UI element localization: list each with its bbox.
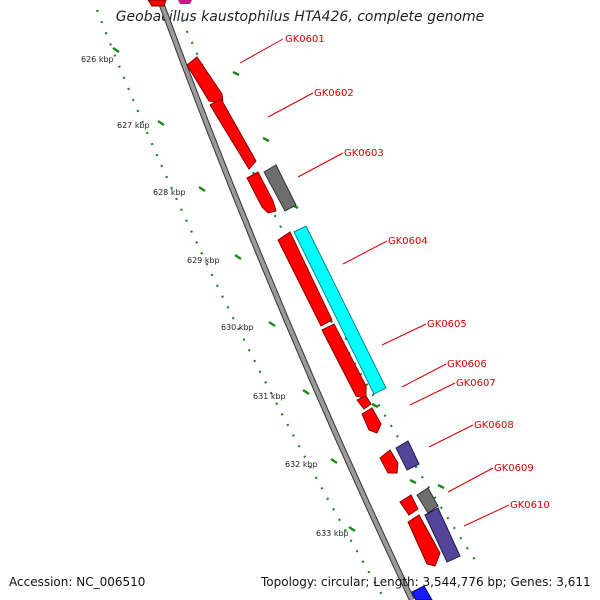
label-leaders [239, 38, 510, 527]
gene-label-gk0609[interactable]: GK0609 [494, 463, 534, 474]
gene-feature-gk0609-gray[interactable] [416, 487, 439, 514]
gene-feature-gk0607[interactable] [361, 407, 382, 434]
gene-feature[interactable] [411, 585, 433, 600]
genome-backbone-outline [157, 0, 415, 600]
gene-feature-gk0604[interactable] [277, 231, 333, 327]
gene-label-gk0606[interactable]: GK0606 [447, 359, 487, 370]
kbp-label: 631 kbp [253, 392, 286, 401]
gene-label-gk0607[interactable]: GK0607 [456, 378, 496, 389]
map-title: Geobacillus kaustophilus HTA426, complet… [115, 9, 485, 25]
gene-feature-gk0603[interactable] [246, 171, 277, 214]
major-ticks-right [232, 70, 445, 490]
gene-label-gk0602[interactable]: GK0602 [314, 88, 354, 99]
gene-feature-gk0603-gray[interactable] [263, 164, 297, 212]
gene-feature-gk0604-cyan[interactable] [293, 225, 387, 395]
kbp-label: 630 kbp [221, 323, 254, 332]
gene-label-gk0608[interactable]: GK0608 [474, 420, 514, 431]
gene-label-gk0601[interactable]: GK0601 [285, 34, 325, 45]
gene-feature-gk0605[interactable] [321, 323, 367, 399]
gene-feature-gk0610[interactable] [407, 514, 441, 567]
gene-feature-gk0609[interactable] [399, 494, 419, 516]
gene-feature-gk0601[interactable] [186, 56, 224, 104]
kbp-label: 632 kbp [285, 460, 318, 469]
gene-feature-gk0610-purple[interactable] [424, 507, 461, 563]
kbp-label: 627 kbp [117, 121, 150, 130]
gene-label-gk0605[interactable]: GK0605 [427, 319, 467, 330]
gene-feature-gk0608-purple[interactable] [395, 440, 420, 471]
kbp-label: 628 kbp [153, 188, 186, 197]
major-ticks [112, 47, 356, 532]
gene-feature-gk0606[interactable] [356, 395, 372, 410]
gene-label-gk0603[interactable]: GK0603 [344, 148, 384, 159]
gene-feature-gk0608[interactable] [379, 449, 399, 474]
kbp-label: 629 kbp [187, 256, 220, 265]
genome-backbone [158, 0, 414, 600]
tick-rail-left [95, 9, 386, 600]
gene-label-gk0610[interactable]: GK0610 [510, 500, 550, 511]
gene-feature-gk0602[interactable] [209, 98, 257, 170]
genome-summary-text: Topology: circular; Length: 3,544,776 bp… [261, 575, 591, 589]
accession-text: Accession: NC_006510 [9, 575, 146, 589]
kbp-label: 633 kbp [316, 529, 349, 538]
kbp-label: 626 kbp [81, 55, 114, 64]
gene-label-gk0604[interactable]: GK0604 [388, 236, 428, 247]
gene-feature[interactable] [147, 0, 167, 7]
gene-feature[interactable] [178, 0, 192, 4]
